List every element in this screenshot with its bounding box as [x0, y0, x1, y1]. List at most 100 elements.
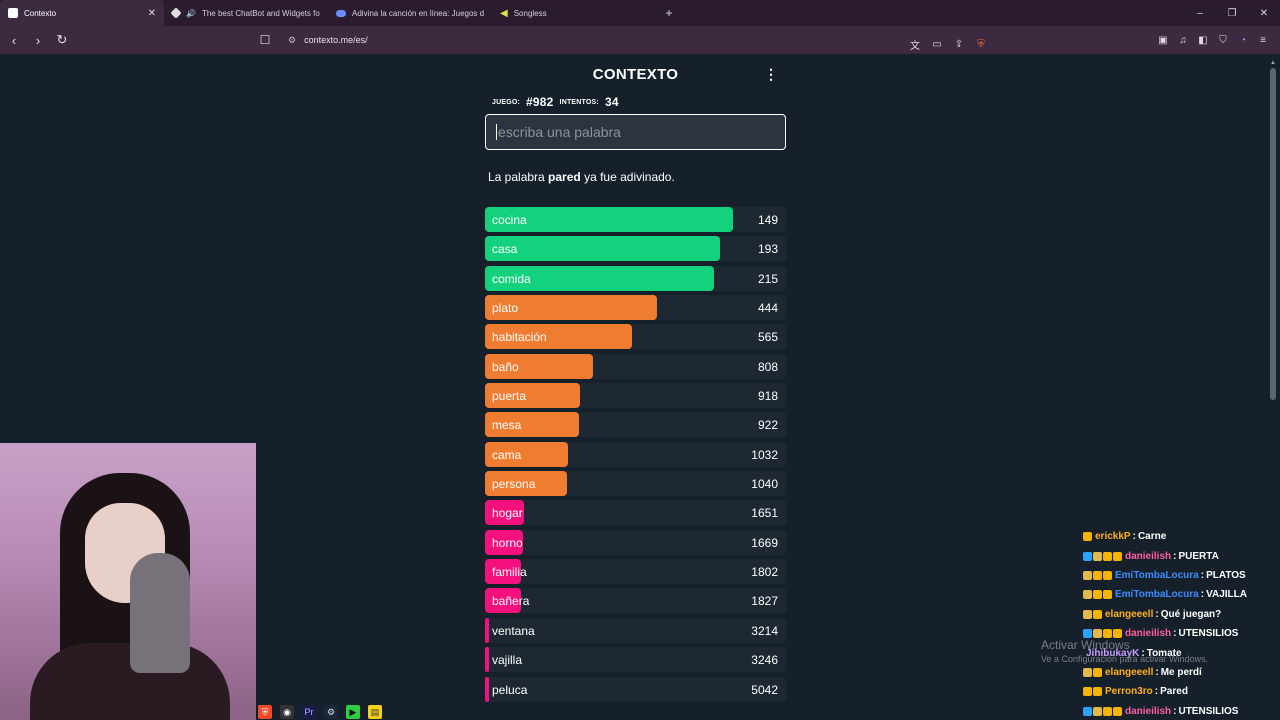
- forward-icon[interactable]: ›: [35, 32, 41, 48]
- chat-badges: [1083, 629, 1122, 639]
- guess-row: habitación 565: [485, 322, 786, 351]
- guess-row: familia 1802: [485, 557, 786, 586]
- guess-proximity-bar: [485, 529, 523, 555]
- guess-word: habitación: [492, 330, 547, 345]
- chat-username: EmiTombaLocura: [1115, 589, 1199, 601]
- window-controls: – ❐ ✕: [1184, 0, 1280, 26]
- guess-row: cocina 149: [485, 205, 786, 234]
- premiere-taskbar-icon[interactable]: Pr: [302, 705, 316, 719]
- translate-icon[interactable]: 文: [910, 40, 920, 52]
- chat-separator: :: [1173, 550, 1177, 562]
- guess-proximity-bar: [485, 236, 720, 262]
- guess-word: comida: [492, 271, 531, 286]
- kebab-menu-icon[interactable]: ⋮: [764, 66, 778, 82]
- steam-taskbar-icon[interactable]: ⚙: [324, 705, 338, 719]
- guess-distance: 215: [757, 271, 778, 286]
- tab-chatbot[interactable]: 🔊 The best ChatBot and Widgets fo: [164, 0, 328, 26]
- close-tab-icon[interactable]: ✕: [147, 7, 156, 19]
- sidebar-icon[interactable]: ◧: [1198, 34, 1208, 46]
- vpn-shield-icon[interactable]: ⛉: [1219, 34, 1227, 46]
- cloud-favicon-icon: [336, 9, 346, 17]
- chat-badge-icon: [1083, 532, 1092, 542]
- url-text: contexto.me/es/: [304, 35, 368, 45]
- chat-badge-icon: [1103, 551, 1112, 561]
- chat-badge-icon: [1093, 551, 1102, 561]
- chat-text: VAJILLA: [1206, 589, 1247, 601]
- tab-contexto[interactable]: Contexto ✕: [0, 0, 164, 26]
- chat-badges: [1083, 687, 1102, 697]
- webcam-overlay: [0, 443, 256, 720]
- guess-row: horno 1669: [485, 528, 786, 557]
- address-bar[interactable]: ⚙ contexto.me/es/ 文 ▭ ⇪ ⛨: [282, 30, 1002, 52]
- chat-badge-icon: [1083, 667, 1092, 677]
- site-settings-icon[interactable]: ⚙: [288, 34, 297, 45]
- brave-taskbar-icon[interactable]: ⛨: [258, 705, 272, 719]
- brave-shield-icon[interactable]: ⛨: [977, 38, 985, 50]
- bookmark-icon[interactable]: ☐: [259, 33, 271, 47]
- cast-icon[interactable]: ▭: [932, 38, 942, 50]
- guess-distance: 808: [757, 359, 778, 374]
- chat-separator: :: [1173, 628, 1177, 640]
- tab-strip: Contexto ✕ 🔊 The best ChatBot and Widget…: [0, 0, 1280, 26]
- chat-badge-icon: [1083, 687, 1092, 697]
- music-icon[interactable]: ♫: [1179, 34, 1187, 46]
- guess-row: mesa 922: [485, 410, 786, 439]
- tab-title: Contexto: [24, 8, 57, 18]
- sticky-notes-taskbar-icon[interactable]: ▤: [368, 705, 382, 719]
- game-logo: CONTEXTO: [592, 66, 679, 83]
- songless-favicon-icon: ◀: [500, 7, 508, 19]
- chat-separator: :: [1200, 589, 1205, 601]
- guess-word: cocina: [492, 213, 527, 227]
- leo-ai-icon[interactable]: ◔: [1239, 34, 1247, 46]
- guess-input-placeholder: escriba una palabra: [498, 124, 621, 140]
- guess-bar-track: [485, 500, 786, 526]
- guess-word: familia: [492, 565, 527, 580]
- chat-badge-icon: [1083, 590, 1092, 600]
- chat-text: UTENSILIOS: [1178, 705, 1239, 717]
- guess-distance: 193: [757, 242, 778, 257]
- reload-icon[interactable]: ↻: [56, 32, 68, 47]
- tab-title: The best ChatBot and Widgets fo: [201, 8, 320, 18]
- new-tab-button[interactable]: +: [665, 6, 673, 20]
- guess-row: bañera 1827: [485, 586, 786, 615]
- scroll-up-icon[interactable]: ▲: [1270, 60, 1276, 66]
- scroll-thumb[interactable]: [1270, 68, 1276, 400]
- guess-distance: 5042: [751, 682, 778, 697]
- message-suffix: ya fue adivinado.: [580, 170, 675, 184]
- page-scrollbar[interactable]: ▲: [1270, 60, 1276, 710]
- guess-row: puerta 918: [485, 381, 786, 410]
- guess-proximity-bar: [485, 412, 579, 438]
- guess-input[interactable]: escriba una palabra: [485, 114, 786, 150]
- tab-adivina[interactable]: Adivina la canción en línea: Juegos d: [328, 0, 492, 26]
- chat-badge-icon: [1093, 706, 1102, 716]
- chat-badge-icon: [1093, 609, 1102, 619]
- app-taskbar-icon[interactable]: ▶: [346, 705, 360, 719]
- close-window-button[interactable]: ✕: [1259, 7, 1269, 19]
- chat-message: danieilish: UTENSILIOS: [1083, 702, 1273, 720]
- secret-word: pared: [548, 170, 581, 184]
- share-icon[interactable]: ⇪: [954, 38, 964, 50]
- reader-mode-icon[interactable]: ▣: [1158, 34, 1168, 46]
- tab-songless[interactable]: ◀ Songless: [492, 0, 656, 26]
- restore-button[interactable]: ❐: [1227, 7, 1237, 19]
- guess-proximity-bar: [485, 295, 657, 321]
- guess-row: comida 215: [485, 264, 786, 293]
- taskbar-icons: ⛨ ◉ Pr ⚙ ▶ ▤: [256, 704, 382, 720]
- minimize-button[interactable]: –: [1197, 7, 1203, 19]
- game-number: #982: [526, 95, 554, 109]
- menu-icon[interactable]: ≡: [1260, 34, 1266, 46]
- chatbot-favicon-icon: [170, 7, 182, 19]
- chat-badges: [1083, 570, 1112, 580]
- guess-word: plato: [492, 301, 519, 316]
- chat-separator: :: [1141, 647, 1145, 659]
- obs-taskbar-icon[interactable]: ◉: [280, 705, 294, 719]
- chat-badge-icon: [1083, 570, 1092, 580]
- guess-proximity-bar: [485, 383, 580, 409]
- chat-text: PLATOS: [1206, 569, 1246, 581]
- guess-list: cocina 149 casa 193 comida 215 plato 444 habitac…: [485, 205, 786, 704]
- back-icon[interactable]: ‹: [11, 32, 17, 48]
- chat-username: JihibukayK: [1086, 647, 1140, 659]
- guess-word: ventana: [492, 623, 535, 638]
- chat-badge-icon: [1093, 590, 1102, 600]
- chat-separator: :: [1155, 608, 1159, 620]
